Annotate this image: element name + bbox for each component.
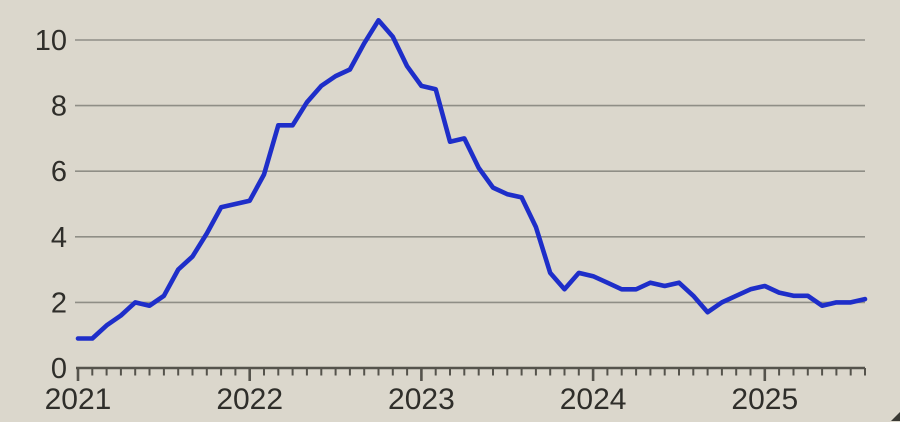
corner-mark xyxy=(891,412,900,421)
inflation-data-line xyxy=(75,17,868,341)
x-axis-ticks xyxy=(76,368,866,381)
y-axis-tick-label-6: 6 xyxy=(51,156,67,188)
x-axis-tick-label-2023: 2023 xyxy=(388,383,455,416)
x-axis-labels: 2021 2022 2023 2024 2025 xyxy=(45,383,799,416)
y-axis-labels: 0 2 4 6 8 10 xyxy=(35,25,67,385)
y-axis-tick-label-8: 8 xyxy=(51,91,67,123)
y-axis-tick-label-10: 10 xyxy=(35,25,67,57)
x-axis-tick-label-2024: 2024 xyxy=(560,383,627,416)
x-axis-tick-label-2022: 2022 xyxy=(216,383,283,416)
y-axis-tick-label-4: 4 xyxy=(51,222,67,254)
x-axis-tick-label-2021: 2021 xyxy=(45,383,112,416)
gridlines xyxy=(75,39,865,304)
y-axis-tick-label-0: 0 xyxy=(51,353,67,385)
x-axis-tick-label-2025: 2025 xyxy=(731,383,798,416)
y-axis-tick-label-2: 2 xyxy=(51,287,67,319)
